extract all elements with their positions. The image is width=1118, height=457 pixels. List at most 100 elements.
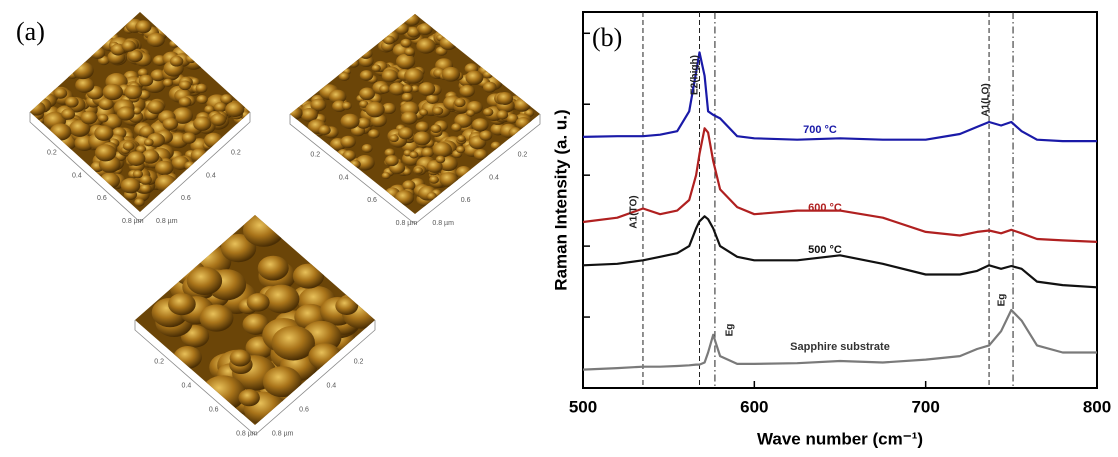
afm-axis bbox=[289, 114, 541, 225]
afm-grain bbox=[335, 296, 359, 315]
afm-grain bbox=[435, 155, 446, 164]
afm-grain bbox=[394, 190, 415, 206]
panel-label: (a) bbox=[16, 17, 45, 46]
afm-grain bbox=[271, 325, 315, 361]
afm-grain bbox=[168, 293, 196, 316]
afm-grain bbox=[193, 116, 212, 131]
afm-grain bbox=[365, 101, 385, 118]
afm-axis-label: 0.8 µm bbox=[122, 218, 144, 225]
afm-grain bbox=[178, 96, 192, 107]
afm-grain bbox=[426, 93, 439, 105]
afm-axis bbox=[134, 320, 376, 436]
afm-grain bbox=[94, 125, 114, 141]
afm-grain bbox=[210, 113, 227, 126]
afm-grain bbox=[213, 102, 227, 113]
afm-surface bbox=[290, 14, 535, 207]
afm-axis-label: 0.6 bbox=[181, 195, 191, 202]
afm-grain bbox=[415, 121, 430, 133]
afm-grain bbox=[400, 38, 412, 48]
afm-grain bbox=[262, 366, 302, 398]
afm-grain bbox=[403, 14, 420, 26]
afm-grain bbox=[127, 151, 146, 166]
afm-grain bbox=[257, 255, 289, 281]
afm-axis-label: 0.2 bbox=[154, 359, 164, 366]
afm-grain bbox=[169, 39, 179, 48]
afm-grain bbox=[65, 96, 79, 108]
afm-grain bbox=[508, 127, 523, 138]
afm-grain bbox=[220, 234, 257, 263]
afm-grain bbox=[120, 177, 141, 194]
afm-grain bbox=[186, 266, 223, 296]
afm-grain bbox=[242, 215, 285, 247]
afm-grain bbox=[340, 113, 360, 129]
series-label: Sapphire substrate bbox=[790, 341, 890, 353]
afm-grain bbox=[413, 131, 431, 146]
afm-grain bbox=[195, 83, 208, 94]
afm-grain bbox=[184, 161, 196, 171]
afm-grain bbox=[439, 172, 458, 187]
afm-axis-label: 0.4 bbox=[326, 383, 336, 390]
afm-grain bbox=[482, 81, 497, 93]
afm-grain bbox=[139, 174, 152, 185]
afm-grain bbox=[162, 117, 179, 131]
afm-grain bbox=[290, 105, 303, 121]
afm-images: 0.2 0.2 0.4 0.4 0.6 0.6 0.8 µm 0.8 µm 0.2 0.2 0.4 0… bbox=[29, 12, 541, 437]
afm-grain bbox=[426, 160, 443, 173]
afm-grain bbox=[220, 94, 233, 105]
plot-frame bbox=[582, 11, 1098, 389]
afm-grain bbox=[419, 108, 429, 116]
afm-grain bbox=[347, 58, 360, 68]
afm-grain bbox=[341, 101, 352, 110]
x-tick-label: 700 bbox=[911, 397, 939, 416]
afm-grain bbox=[409, 151, 419, 159]
spectrum-line bbox=[582, 308, 1097, 371]
peak-annotation: E2(high) bbox=[690, 55, 701, 95]
afm-grain bbox=[513, 98, 531, 112]
afm-grain bbox=[398, 127, 414, 140]
afm-grain bbox=[406, 26, 421, 38]
afm-grain bbox=[384, 148, 396, 157]
afm-grain bbox=[116, 106, 135, 121]
afm-grain bbox=[134, 198, 145, 207]
afm-axis-label: 0.8 µm bbox=[236, 430, 258, 437]
afm-grain bbox=[418, 82, 436, 96]
afm-grain bbox=[155, 160, 174, 176]
peak-annotation: Eg bbox=[997, 294, 1008, 307]
afm-grain bbox=[395, 53, 416, 70]
afm-grain bbox=[300, 108, 318, 122]
afm-grain bbox=[138, 74, 154, 87]
afm-grain bbox=[459, 84, 475, 98]
afm-grain bbox=[308, 343, 342, 370]
afm-grain bbox=[94, 144, 117, 162]
afm-grain bbox=[98, 98, 114, 111]
afm-grain bbox=[225, 101, 245, 117]
afm-grain bbox=[368, 129, 380, 139]
afm-grain bbox=[349, 159, 361, 169]
afm-axis-label: 0.6 bbox=[461, 197, 471, 204]
afm-grain bbox=[496, 110, 509, 120]
afm-grain bbox=[417, 23, 433, 35]
afm-grain bbox=[328, 89, 347, 104]
x-tick-label: 600 bbox=[740, 397, 768, 416]
x-tick-label: 500 bbox=[569, 397, 597, 416]
peak-annotation: A1(LO) bbox=[981, 83, 992, 116]
afm-grain bbox=[465, 70, 484, 85]
afm-grain bbox=[404, 47, 415, 57]
afm-surface bbox=[151, 215, 375, 425]
afm-grain bbox=[143, 138, 154, 147]
afm-grain bbox=[451, 123, 462, 132]
afm-grain bbox=[229, 349, 251, 367]
afm-axis-label: 0.6 bbox=[97, 195, 107, 202]
afm-grain bbox=[471, 118, 489, 132]
afm-axis bbox=[29, 112, 251, 223]
afm-grain bbox=[432, 141, 452, 158]
afm-grain bbox=[102, 83, 123, 101]
afm-axis-label: 0.2 bbox=[47, 150, 57, 157]
afm-grain bbox=[122, 141, 135, 151]
afm-grain bbox=[49, 123, 72, 141]
afm-grain bbox=[340, 135, 356, 149]
afm-axis-label: 0.6 bbox=[299, 406, 309, 413]
afm-grain bbox=[139, 183, 152, 194]
afm-surface bbox=[30, 18, 250, 207]
afm-grain bbox=[429, 175, 439, 184]
